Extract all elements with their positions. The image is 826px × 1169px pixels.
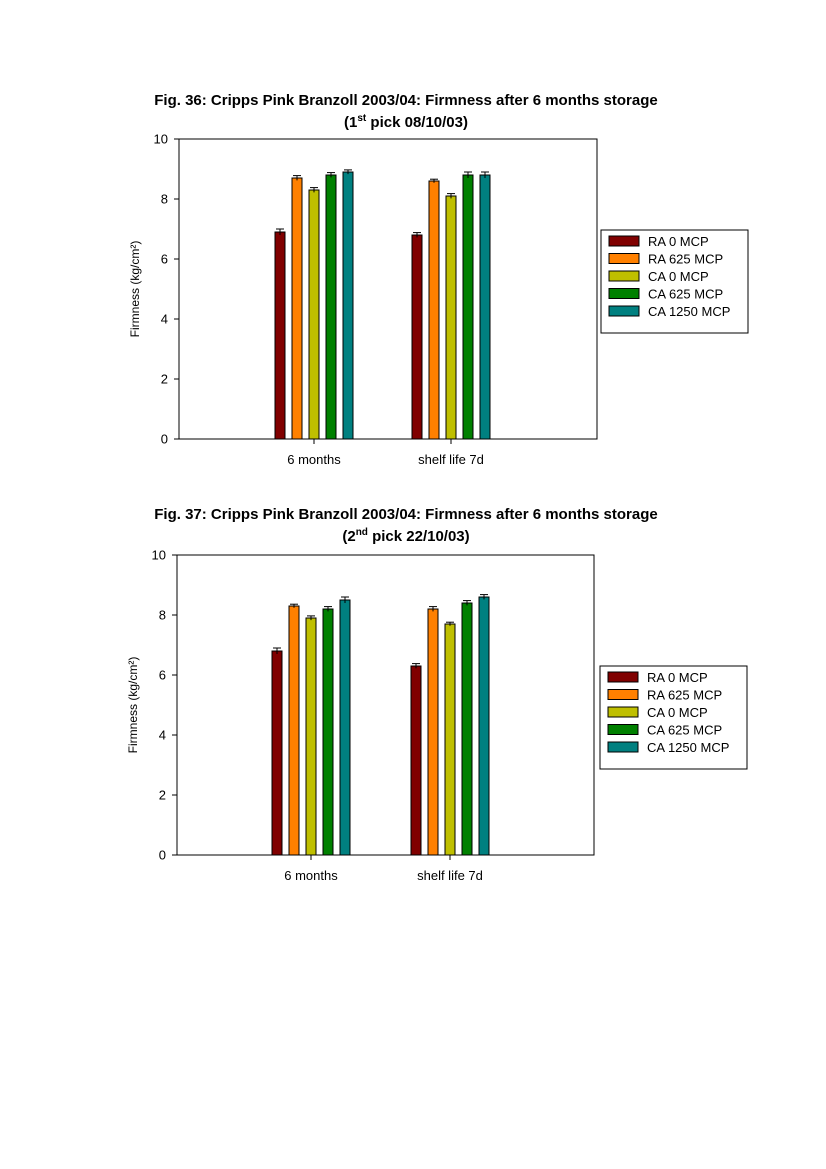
chart-title: Fig. 37: Cripps Pink Branzoll 2003/04: F… [0,504,812,548]
x-tick-label: shelf life 7d [417,868,483,883]
plot-frame [178,138,598,440]
title-sup: st [357,113,367,124]
y-tick-label: 4 [161,312,168,327]
plot-frame [176,554,595,856]
x-tick-label: 6 months [287,452,341,467]
y-tick-label: 0 [161,432,168,447]
legend-label: RA 0 MCP [648,234,709,249]
title-suffix: pick 08/10/03) [366,114,468,131]
y-axis-label: Firmness (kg/cm²) [128,241,142,338]
legend-label: CA 0 MCP [648,269,709,284]
legend-label: CA 0 MCP [647,705,708,720]
y-tick-label: 2 [159,788,166,803]
chart-title: Fig. 36: Cripps Pink Branzoll 2003/04: F… [0,90,812,134]
bar [339,599,351,856]
y-tick-label: 2 [161,372,168,387]
bar-chart-36: 0 2 4 6 8 10 Firmness (kg/cm²) 6 months shelf li… [128,132,749,467]
legend-label: RA 0 MCP [647,670,708,685]
legend-label: CA 1250 MCP [647,740,729,755]
bar [427,608,439,856]
legend-swatch [607,689,639,700]
chart-title-line2: (1st pick 08/10/03) [0,112,812,134]
legend-label: CA 1250 MCP [648,304,730,319]
legend-label: RA 625 MCP [648,252,723,267]
title-sup: nd [355,527,368,538]
legend-swatch [607,741,639,753]
chart-title-line1: Fig. 36: Cripps Pink Branzoll 2003/04: F… [154,92,658,109]
bar [322,608,334,856]
title-prefix: (2 [342,528,356,545]
legend-label: CA 625 MCP [647,723,722,738]
y-tick-label: 8 [159,608,166,623]
y-tick-label: 10 [152,548,166,563]
bar [305,617,317,856]
bar [444,623,456,856]
y-tick-label: 6 [161,252,168,267]
x-tick-label: 6 months [284,868,338,883]
legend-label: RA 625 MCP [647,688,722,703]
bar [410,665,422,856]
legend-swatch [608,253,640,264]
y-tick-label: 8 [161,192,168,207]
y-axis-label: Firmness (kg/cm²) [126,657,140,754]
legend-swatch [607,724,639,735]
legend-label: CA 625 MCP [648,287,723,302]
y-tick-label: 6 [159,668,166,683]
bar [271,650,283,856]
y-tick-label: 4 [159,728,166,743]
legend-swatch [607,706,639,718]
y-tick-label: 0 [159,848,166,863]
legend-swatch [608,270,640,282]
bar [288,605,300,856]
legend-swatch [608,305,640,317]
y-tick-label: 10 [154,132,168,147]
legend-swatch [607,671,639,683]
bar-chart-37: 0 2 4 6 8 10 Firmness (kg/cm²) 6 months shelf li… [126,548,748,883]
title-suffix: pick 22/10/03) [367,528,470,545]
bar [461,602,473,856]
legend-swatch [608,288,640,299]
chart-title-line2: (2nd pick 22/10/03) [0,526,812,548]
chart-title-line1: Fig. 37: Cripps Pink Branzoll 2003/04: F… [154,506,658,523]
bar [478,596,490,856]
title-prefix: (1 [344,114,358,131]
legend-swatch [608,235,640,247]
x-tick-label: shelf life 7d [418,452,484,467]
